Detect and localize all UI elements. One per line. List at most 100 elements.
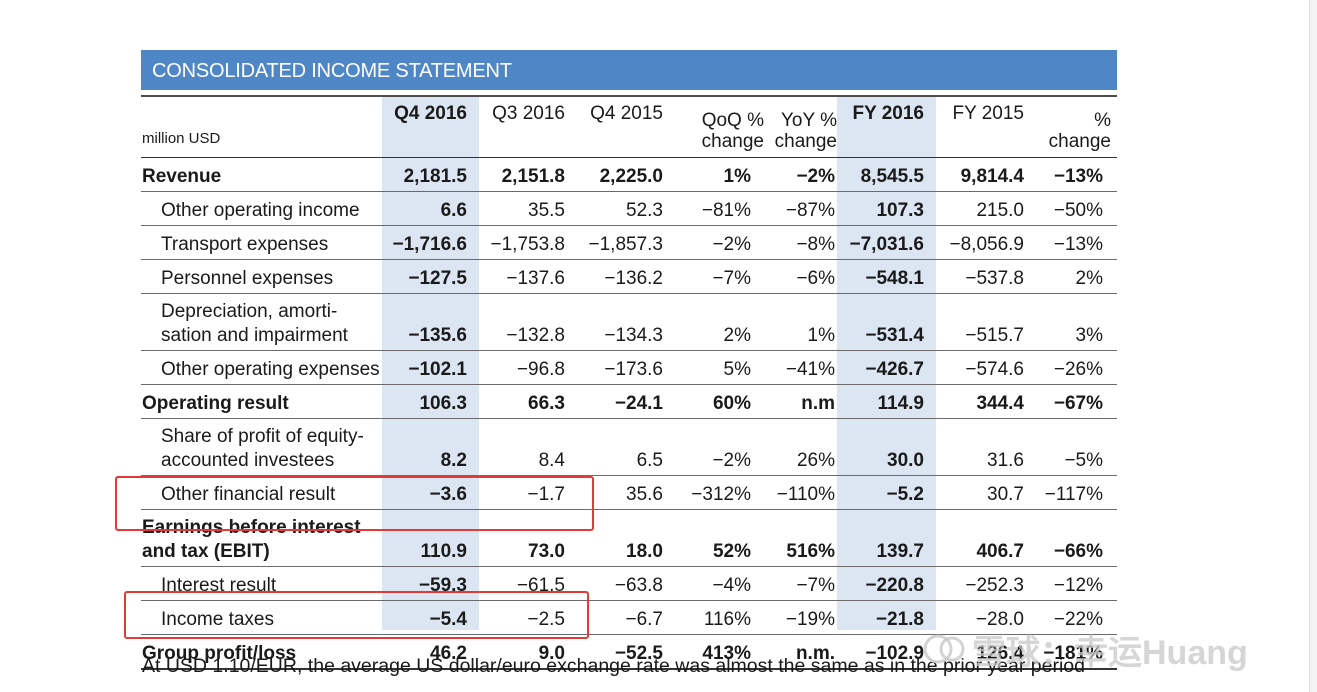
cell-fy-2016: −21.8 bbox=[837, 600, 937, 635]
cell-fy-2015: 406.7 bbox=[937, 509, 1037, 567]
col-fy-2015: FY 2015 bbox=[937, 97, 1037, 158]
col-pct-change: % change bbox=[1037, 97, 1117, 158]
column-header-row: million USD Q4 2016 Q3 2016 Q4 2015 QoQ … bbox=[141, 97, 1117, 158]
cell-qoq: −312% bbox=[676, 475, 764, 510]
row-label: Transport expenses bbox=[141, 225, 382, 260]
cell-q3-2016: −96.8 bbox=[480, 350, 578, 385]
cell-qoq: −4% bbox=[676, 566, 764, 601]
cell-q3-2016: 8.4 bbox=[480, 418, 578, 476]
cell-pct: −13% bbox=[1037, 157, 1117, 192]
row-label-line1: Depreciation, amorti- bbox=[161, 301, 338, 322]
cell-pct: −50% bbox=[1037, 191, 1117, 226]
cell-pct: −117% bbox=[1037, 475, 1117, 510]
cell-fy-2016: 114.9 bbox=[837, 384, 937, 419]
cell-fy-2016: 8,545.5 bbox=[837, 157, 937, 192]
cell-qoq: 52% bbox=[676, 509, 764, 567]
cell-fy-2015: 9,814.4 bbox=[937, 157, 1037, 192]
cell-fy-2015: 31.6 bbox=[937, 418, 1037, 476]
cell-pct: −13% bbox=[1037, 225, 1117, 260]
cell-pct: −12% bbox=[1037, 566, 1117, 601]
table-row: Earnings before interest and tax (EBIT) 11… bbox=[141, 509, 1117, 567]
cell-fy-2015: 215.0 bbox=[937, 191, 1037, 226]
cell-fy-2015: −537.8 bbox=[937, 259, 1037, 294]
row-label: Operating result bbox=[141, 384, 382, 419]
cell-fy-2016: −426.7 bbox=[837, 350, 937, 385]
cell-fy-2016: 30.0 bbox=[837, 418, 937, 476]
row-label: Interest result bbox=[141, 566, 382, 601]
cell-q4-2015: 52.3 bbox=[578, 191, 676, 226]
cell-qoq: 2% bbox=[676, 293, 764, 351]
cell-q4-2015: 2,225.0 bbox=[578, 157, 676, 192]
cell-q4-2015: −134.3 bbox=[578, 293, 676, 351]
table-row: Other financial result −3.6 −1.7 35.6 −312% −… bbox=[141, 475, 1117, 510]
cell-yoy: −19% bbox=[764, 600, 837, 635]
cell-q4-2016: 8.2 bbox=[382, 418, 480, 476]
row-label: Revenue bbox=[141, 157, 382, 192]
cell-q3-2016: 73.0 bbox=[480, 509, 578, 567]
table-row: Transport expenses −1,716.6 −1,753.8 −1,857… bbox=[141, 225, 1117, 260]
row-label: Personnel expenses bbox=[141, 259, 382, 294]
table-row: Depreciation, amorti-sation and impairme… bbox=[141, 293, 1117, 351]
header-rule bbox=[141, 95, 1117, 97]
cell-q4-2015: 35.6 bbox=[578, 475, 676, 510]
row-label: Other operating income bbox=[141, 191, 382, 226]
cell-q3-2016: −2.5 bbox=[480, 600, 578, 635]
cell-fy-2015: 30.7 bbox=[937, 475, 1037, 510]
group-profit-highlight-box bbox=[124, 591, 589, 639]
cell-q4-2015: 6.5 bbox=[578, 418, 676, 476]
cell-yoy: −6% bbox=[764, 259, 837, 294]
cell-fy-2015: −515.7 bbox=[937, 293, 1037, 351]
table-row: Operating result 106.3 66.3 −24.1 60% n.m 114.… bbox=[141, 384, 1117, 419]
cell-q4-2015: −52.5 bbox=[578, 634, 676, 670]
cell-q4-2015: −173.6 bbox=[578, 350, 676, 385]
col-q4-2015: Q4 2015 bbox=[578, 97, 676, 158]
cell-q4-2016: 106.3 bbox=[382, 384, 480, 419]
watermark: 雪球：幸运Huang bbox=[922, 627, 1282, 672]
cell-fy-2015: 344.4 bbox=[937, 384, 1037, 419]
row-label-line1: Earnings before interest bbox=[142, 517, 361, 538]
cell-q3-2016: 2,151.8 bbox=[480, 157, 578, 192]
cell-q4-2016: −5.4 bbox=[382, 600, 480, 635]
table-row: Share of profit of equity-accounted inve… bbox=[141, 418, 1117, 476]
cell-q4-2016: −1,716.6 bbox=[382, 225, 480, 260]
income-statement-table: million USD Q4 2016 Q3 2016 Q4 2015 QoQ … bbox=[141, 97, 1117, 670]
cell-q4-2016: −127.5 bbox=[382, 259, 480, 294]
cell-q4-2016: 110.9 bbox=[382, 509, 480, 567]
cell-yoy: −41% bbox=[764, 350, 837, 385]
scrollbar-track[interactable] bbox=[1309, 0, 1317, 692]
cell-q3-2016: 9.0 bbox=[480, 634, 578, 670]
cell-qoq: 1% bbox=[676, 157, 764, 192]
cell-yoy: 26% bbox=[764, 418, 837, 476]
cell-yoy: −8% bbox=[764, 225, 837, 260]
cell-yoy: 516% bbox=[764, 509, 837, 567]
cell-qoq: 413% bbox=[676, 634, 764, 670]
cell-fy-2016: −531.4 bbox=[837, 293, 937, 351]
cell-q3-2016: −1,753.8 bbox=[480, 225, 578, 260]
table-row: Interest result −59.3 −61.5 −63.8 −4% −7% −220… bbox=[141, 566, 1117, 601]
cell-yoy: −7% bbox=[764, 566, 837, 601]
row-label-line2: sation and impairment bbox=[161, 325, 348, 346]
cell-fy-2016: −548.1 bbox=[837, 259, 937, 294]
cell-q4-2015: −6.7 bbox=[578, 600, 676, 635]
cell-yoy: n.m bbox=[764, 384, 837, 419]
cell-qoq: −2% bbox=[676, 418, 764, 476]
cell-pct: −66% bbox=[1037, 509, 1117, 567]
table-row: Income taxes −5.4 −2.5 −6.7 116% −19% −21.8 −28… bbox=[141, 600, 1117, 635]
cell-yoy: 1% bbox=[764, 293, 837, 351]
cell-fy-2016: −7,031.6 bbox=[837, 225, 937, 260]
table-row: Other operating income 6.6 35.5 52.3 −81% −87… bbox=[141, 191, 1117, 226]
statement-title: CONSOLIDATED INCOME STATEMENT bbox=[141, 50, 1117, 90]
cell-fy-2016: −220.8 bbox=[837, 566, 937, 601]
watermark-text: 雪球：幸运Huang bbox=[972, 633, 1248, 672]
row-label: Depreciation, amorti-sation and impairme… bbox=[141, 293, 382, 351]
row-label-line2: accounted investees bbox=[161, 450, 335, 471]
cell-pct: −67% bbox=[1037, 384, 1117, 419]
ebit-highlight-box bbox=[115, 476, 594, 531]
table-row: Personnel expenses −127.5 −137.6 −136.2 −7% −… bbox=[141, 259, 1117, 294]
cell-qoq: 60% bbox=[676, 384, 764, 419]
cell-q3-2016: −1.7 bbox=[480, 475, 578, 510]
snowball-logo-icon bbox=[923, 634, 965, 664]
cell-q4-2015: −24.1 bbox=[578, 384, 676, 419]
cell-q3-2016: −137.6 bbox=[480, 259, 578, 294]
cell-q3-2016: 35.5 bbox=[480, 191, 578, 226]
